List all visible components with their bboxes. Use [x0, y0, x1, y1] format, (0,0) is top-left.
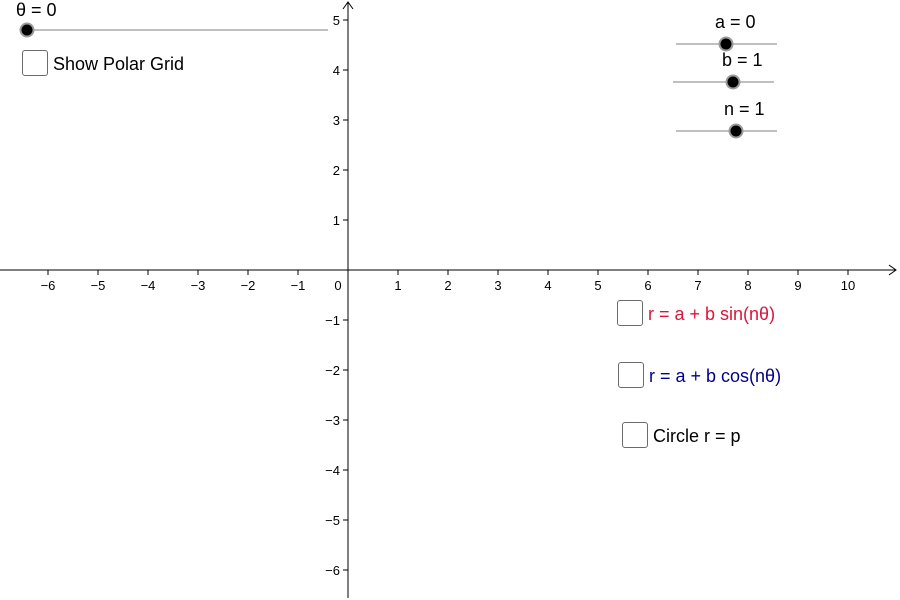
- x-tick-label: 7: [694, 278, 701, 293]
- b-slider[interactable]: [673, 74, 774, 90]
- sin-curve-label[interactable]: r = a + b sin(nθ): [648, 304, 776, 324]
- y-tick-label: −2: [325, 363, 340, 378]
- y-tick-label: −5: [325, 513, 340, 528]
- x-tick-label: −3: [191, 278, 206, 293]
- b-slider-label: b = 1: [722, 50, 763, 70]
- a-slider[interactable]: [676, 36, 777, 52]
- y-tick-label: 3: [333, 113, 340, 128]
- theta-slider[interactable]: [19, 22, 329, 38]
- y-tick-label: −3: [325, 413, 340, 428]
- x-tick-label: −2: [241, 278, 256, 293]
- x-tick-label: 6: [644, 278, 651, 293]
- b-slider-knob-center[interactable]: [727, 76, 739, 88]
- sin-curve-checkbox[interactable]: [617, 300, 643, 326]
- a-slider-label: a = 0: [715, 12, 756, 32]
- x-tick-label: −4: [141, 278, 156, 293]
- x-tick-label: −5: [91, 278, 106, 293]
- y-tick-label: 1: [333, 213, 340, 228]
- x-tick-label: 9: [794, 278, 801, 293]
- n-slider-label: n = 1: [724, 99, 765, 119]
- cos-curve-label[interactable]: r = a + b cos(nθ): [649, 366, 782, 386]
- y-tick-label: −4: [325, 463, 340, 478]
- x-tick-label: 8: [744, 278, 751, 293]
- y-tick-label: 5: [333, 13, 340, 28]
- y-tick-label: −6: [325, 563, 340, 578]
- x-tick-label: −1: [291, 278, 306, 293]
- x-tick-label: 1: [394, 278, 401, 293]
- theta-slider-label: θ = 0: [16, 0, 57, 20]
- y-axis-arrow: [342, 1, 354, 10]
- y-tick-label: −1: [325, 313, 340, 328]
- n-slider-knob-center[interactable]: [730, 125, 742, 137]
- x-axis-arrow: [888, 264, 897, 276]
- circle-checkbox[interactable]: [622, 422, 648, 448]
- x-tick-label: 0: [334, 278, 341, 293]
- x-tick-label: 2: [444, 278, 451, 293]
- x-tick-label: 3: [494, 278, 501, 293]
- x-tick-label: −6: [41, 278, 56, 293]
- cos-curve-checkbox[interactable]: [618, 362, 644, 388]
- x-tick-label: 10: [841, 278, 855, 293]
- n-slider[interactable]: [676, 123, 777, 139]
- x-tick-label: 4: [544, 278, 551, 293]
- circle-label[interactable]: Circle r = p: [653, 426, 741, 446]
- y-tick-label: 4: [333, 63, 340, 78]
- polar-grid-checkbox[interactable]: [22, 50, 48, 76]
- a-slider-knob-center[interactable]: [720, 38, 732, 50]
- y-tick-label: 2: [333, 163, 340, 178]
- polar-grid-label[interactable]: Show Polar Grid: [53, 54, 185, 74]
- theta-slider-knob-center[interactable]: [21, 24, 33, 36]
- x-tick-label: 5: [594, 278, 601, 293]
